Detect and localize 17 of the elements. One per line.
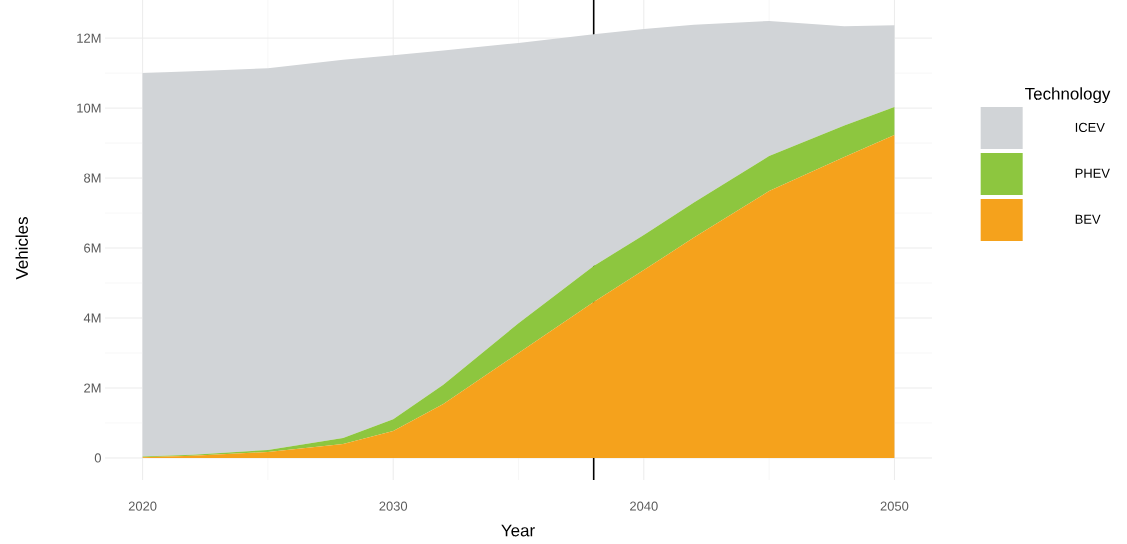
x-axis-title: Year — [501, 524, 535, 537]
y-tick-label: 10M — [77, 103, 101, 113]
text: BEV — [1075, 214, 1101, 224]
y-tick-label: 4M — [83, 313, 101, 323]
y-tick-label: 6M — [84, 243, 101, 253]
text: PHEV — [1075, 168, 1110, 178]
x-tick-label: 2040 — [630, 501, 658, 511]
y-tick-label: 0 — [94, 453, 101, 463]
x-tick-label: 2030 — [379, 501, 408, 511]
legend-title: Technology — [1025, 87, 1111, 104]
x-tick-label: 2020 — [128, 501, 157, 511]
x-tick-label: 2050 — [880, 501, 909, 511]
y-tick-label: 8M — [84, 173, 101, 183]
text: ICEV — [1075, 122, 1105, 132]
y-axis-title: Vehicles — [15, 217, 28, 280]
y-tick-label: 12M — [77, 33, 101, 43]
y-tick-label: 2M — [84, 383, 101, 393]
